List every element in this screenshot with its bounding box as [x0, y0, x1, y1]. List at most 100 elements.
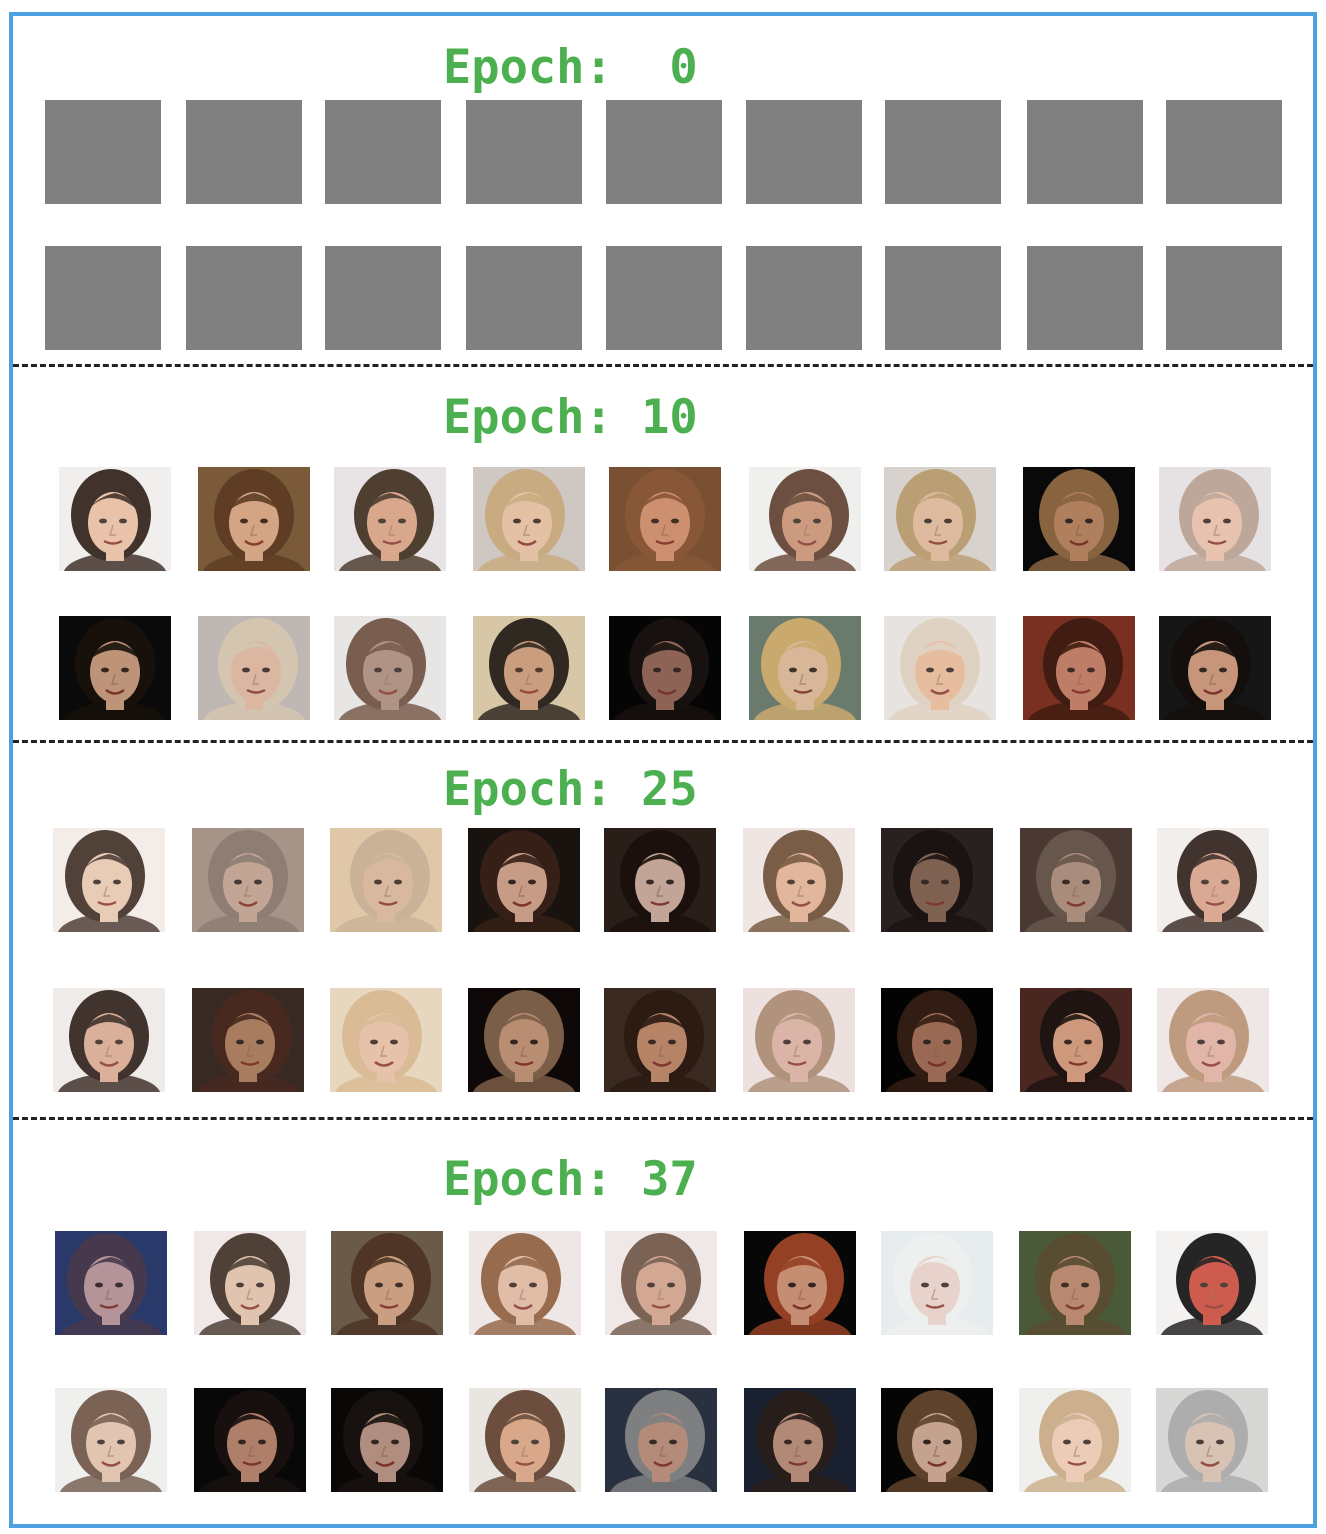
epoch-label-gap [613, 762, 641, 817]
generated-face-image [468, 828, 580, 932]
epoch-number: 10 [641, 390, 698, 445]
sample-row [13, 988, 1313, 1100]
generated-face-image [330, 988, 442, 1092]
generated-face-image [192, 828, 304, 932]
blank-sample-tile [466, 100, 582, 204]
generated-face-image [604, 988, 716, 1092]
epoch-label-prefix: Epoch: [443, 40, 613, 95]
generated-face-image [334, 616, 446, 720]
epoch-label-prefix: Epoch: [443, 762, 613, 817]
generated-face-image [743, 828, 855, 932]
generated-face-image [1019, 1231, 1131, 1335]
generated-face-image [1023, 616, 1135, 720]
blank-sample-tile [746, 100, 862, 204]
blank-sample-tile [1166, 246, 1282, 350]
blank-sample-tile [325, 100, 441, 204]
epoch-label-gap [613, 40, 670, 95]
generated-face-image [1019, 1388, 1131, 1492]
generated-face-image [468, 988, 580, 1092]
generated-face-image [55, 1231, 167, 1335]
generated-face-image [744, 1388, 856, 1492]
sample-row [13, 467, 1313, 579]
generated-face-image [194, 1388, 306, 1492]
sample-row [13, 1231, 1313, 1343]
generated-face-image [194, 1231, 306, 1335]
generated-face-image [469, 1231, 581, 1335]
generated-face-image [605, 1388, 717, 1492]
epoch-label-gap [613, 390, 641, 445]
epoch-label-prefix: Epoch: [443, 1152, 613, 1207]
generated-face-image [334, 467, 446, 571]
generated-face-image [881, 988, 993, 1092]
generated-face-image [749, 616, 861, 720]
generated-face-image [469, 1388, 581, 1492]
blank-sample-tile [885, 246, 1001, 350]
epoch-label: Epoch: 10 [443, 394, 773, 441]
blank-sample-tile [1027, 100, 1143, 204]
epoch-number: 25 [641, 762, 698, 817]
generated-face-image [53, 828, 165, 932]
generated-face-image [604, 828, 716, 932]
blank-sample-tile [606, 246, 722, 350]
blank-sample-tile [885, 100, 1001, 204]
generated-face-image [330, 828, 442, 932]
generated-face-image [881, 1388, 993, 1492]
epoch-label-gap [613, 1152, 641, 1207]
figure-frame: Epoch: 0 Epoch: 10 Epoch: 25 Epoch: 37 [9, 12, 1317, 1528]
blank-sample-tile [186, 100, 302, 204]
generated-face-image [331, 1231, 443, 1335]
generated-face-image [881, 1231, 993, 1335]
section-divider [13, 1117, 1313, 1120]
generated-face-image [53, 988, 165, 1092]
generated-face-image [1156, 1231, 1268, 1335]
generated-face-image [198, 467, 310, 571]
blank-sample-tile [466, 246, 582, 350]
generated-face-image [884, 467, 996, 571]
generated-face-image [198, 616, 310, 720]
generated-face-image [59, 616, 171, 720]
section-divider [13, 740, 1313, 743]
epoch-label: Epoch: 25 [443, 766, 773, 813]
epoch-label: Epoch: 37 [443, 1156, 773, 1203]
generated-face-image [473, 467, 585, 571]
epoch-number: 37 [641, 1152, 698, 1207]
generated-face-image [884, 616, 996, 720]
blank-sample-tile [746, 246, 862, 350]
section-divider [13, 364, 1313, 367]
sample-row [13, 828, 1313, 940]
generated-face-image [331, 1388, 443, 1492]
generated-face-image [59, 467, 171, 571]
blank-sample-tile [45, 100, 161, 204]
blank-sample-tile [606, 100, 722, 204]
generated-face-image [1020, 828, 1132, 932]
generated-face-image [1159, 616, 1271, 720]
blank-sample-tile [186, 246, 302, 350]
generated-face-image [1020, 988, 1132, 1092]
generated-face-image [1156, 1388, 1268, 1492]
epoch-label: Epoch: 0 [443, 44, 773, 91]
generated-face-image [55, 1388, 167, 1492]
generated-face-image [609, 467, 721, 571]
sample-row [13, 100, 1313, 212]
blank-sample-tile [45, 246, 161, 350]
epoch-label-prefix: Epoch: [443, 390, 613, 445]
sample-row [13, 616, 1313, 728]
blank-sample-tile [1027, 246, 1143, 350]
generated-face-image [881, 828, 993, 932]
generated-face-image [749, 467, 861, 571]
generated-face-image [744, 1231, 856, 1335]
generated-face-image [605, 1231, 717, 1335]
blank-sample-tile [325, 246, 441, 350]
generated-face-image [743, 988, 855, 1092]
sample-row [13, 1388, 1313, 1500]
generated-face-image [609, 616, 721, 720]
blank-sample-tile [1166, 100, 1282, 204]
generated-face-image [473, 616, 585, 720]
generated-face-image [1159, 467, 1271, 571]
generated-face-image [1157, 828, 1269, 932]
generated-face-image [1157, 988, 1269, 1092]
generated-face-image [1023, 467, 1135, 571]
epoch-number: 0 [669, 40, 698, 95]
generated-face-image [192, 988, 304, 1092]
sample-row [13, 246, 1313, 358]
